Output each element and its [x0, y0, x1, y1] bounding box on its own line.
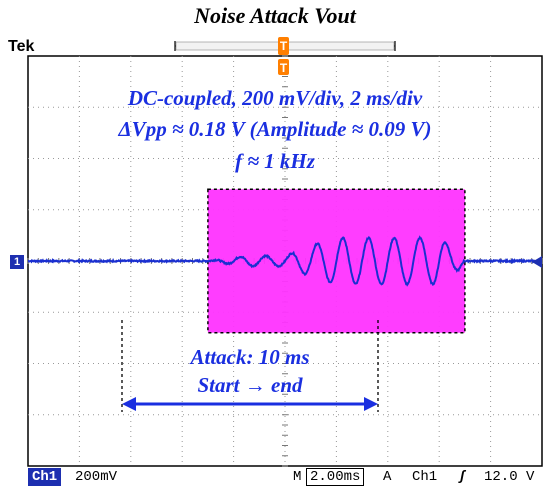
timebase-value: 2.00ms — [306, 468, 365, 486]
trigger-level: 12.0 V — [484, 469, 535, 485]
attack-duration-arrow — [121, 320, 379, 412]
signal-trace — [27, 235, 543, 287]
annotation-settings: DC-coupled, 200 mV/div, 2 ms/div — [127, 86, 423, 110]
timebase-prefix: M — [293, 469, 302, 485]
attack-start-end-label: Start → end — [197, 373, 303, 397]
volts-per-div: 200mV — [75, 469, 118, 485]
channel-badge: Ch1 — [28, 468, 62, 486]
status-bar: Ch1 200mV M 2.00ms A Ch1 ʃ 12.0 V — [0, 467, 550, 489]
attack-duration-label: Attack: 10 ms — [190, 345, 310, 369]
trigger-level-arrow — [532, 256, 542, 268]
trigger-slope-icon: ʃ — [458, 469, 467, 485]
brand-label: Tek — [8, 38, 35, 55]
annotation-vpp: ΔVpp ≈ 0.18 V (Amplitude ≈ 0.09 V) — [118, 117, 432, 141]
trigger-channel: Ch1 — [412, 469, 438, 485]
trigger-point-label: T — [280, 61, 288, 75]
trigger-mode: A — [383, 469, 392, 485]
channel-1-marker: 1 — [10, 255, 24, 269]
trigger-marker-label: T — [280, 39, 288, 53]
trigger-point-marker: T — [278, 59, 289, 75]
chart-title: Noise Attack Vout — [194, 3, 356, 28]
annotation-frequency: f ≈ 1 kHz — [235, 149, 315, 173]
trigger-position-marker: T — [278, 37, 289, 55]
